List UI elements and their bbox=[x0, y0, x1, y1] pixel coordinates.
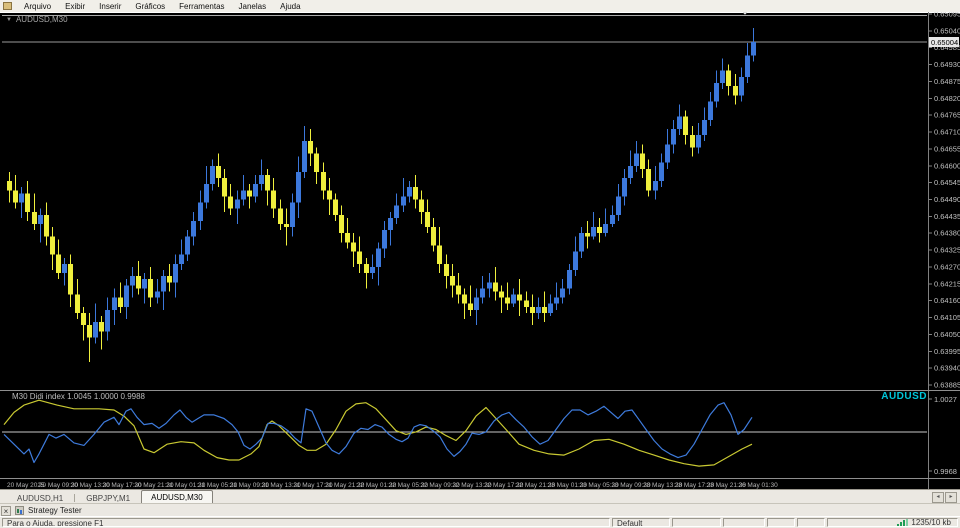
status-profile[interactable]: Default bbox=[612, 518, 670, 527]
svg-text:0.64490: 0.64490 bbox=[934, 195, 960, 204]
svg-text:0.64105: 0.64105 bbox=[934, 313, 960, 322]
svg-text:0.64435: 0.64435 bbox=[934, 212, 960, 221]
chart-canvas[interactable]: 0.65095 0.65040 0.64985 0.64930 0.64875 0.648… bbox=[0, 12, 960, 490]
svg-text:22 May 01:30: 22 May 01:30 bbox=[357, 482, 397, 489]
strategy-tester-icon bbox=[15, 506, 24, 515]
tab-scroll-buttons: ◂ ▸ bbox=[932, 491, 960, 504]
svg-text:21 May 17:30: 21 May 17:30 bbox=[293, 482, 333, 489]
svg-text:20 May 09:30: 20 May 09:30 bbox=[39, 482, 79, 489]
svg-text:0.64160: 0.64160 bbox=[934, 296, 960, 305]
tab-gbpjpy-m1[interactable]: GBPJPY,M1 bbox=[86, 494, 131, 503]
tab-audusd-m30[interactable]: AUDUSD,M30 bbox=[141, 490, 213, 504]
svg-text:23 May 05:30: 23 May 05:30 bbox=[579, 482, 619, 489]
status-traffic: 1235/10 kb bbox=[827, 518, 958, 527]
status-segment bbox=[723, 518, 765, 527]
menu-item-inserir[interactable]: Inserir bbox=[99, 1, 122, 11]
svg-text:0.64545: 0.64545 bbox=[934, 178, 960, 187]
svg-text:0.65040: 0.65040 bbox=[934, 26, 960, 35]
bid-price-box bbox=[929, 36, 959, 47]
svg-text:0.64325: 0.64325 bbox=[934, 246, 960, 255]
svg-text:22 May 13:30: 22 May 13:30 bbox=[452, 482, 492, 489]
status-bar: Para o Ajuda, pressione F1 Default 1235/… bbox=[0, 516, 960, 528]
status-segment bbox=[672, 518, 721, 527]
svg-text:0.64600: 0.64600 bbox=[934, 161, 960, 170]
chart-title: ▼ AUDUSD,M30 bbox=[6, 15, 68, 24]
svg-text:0.64930: 0.64930 bbox=[934, 60, 960, 69]
svg-text:0.65095: 0.65095 bbox=[934, 12, 960, 19]
status-segment bbox=[797, 518, 825, 527]
svg-text:0.63995: 0.63995 bbox=[934, 347, 960, 356]
chart-window: 0.65095 0.65040 0.64985 0.64930 0.64875 0.648… bbox=[0, 12, 960, 490]
svg-text:22 May 17:30: 22 May 17:30 bbox=[484, 482, 524, 489]
svg-text:23 May 17:30: 23 May 17:30 bbox=[675, 482, 715, 489]
price-axis: 0.65095 0.65040 0.64985 0.64930 0.64875 0.648… bbox=[928, 12, 960, 390]
svg-text:0.65004: 0.65004 bbox=[931, 38, 958, 47]
svg-text:22 May 09:30: 22 May 09:30 bbox=[420, 482, 460, 489]
menu-item-janelas[interactable]: Janelas bbox=[238, 1, 267, 11]
svg-text:22 May 05:30: 22 May 05:30 bbox=[389, 482, 429, 489]
tab-scroll-right-icon[interactable]: ▸ bbox=[945, 492, 957, 503]
svg-text:23 May 21:30: 23 May 21:30 bbox=[707, 482, 747, 489]
candlestick-series bbox=[7, 27, 756, 363]
app-icon[interactable] bbox=[3, 2, 12, 10]
svg-text:21 May 21:30: 21 May 21:30 bbox=[325, 482, 365, 489]
svg-text:21 May 05:30: 21 May 05:30 bbox=[198, 482, 238, 489]
svg-text:0.64710: 0.64710 bbox=[934, 128, 960, 137]
svg-text:22 May 21:30: 22 May 21:30 bbox=[516, 482, 556, 489]
svg-text:21 May 01:30: 21 May 01:30 bbox=[166, 482, 206, 489]
svg-text:0.63940: 0.63940 bbox=[934, 364, 960, 373]
status-segment bbox=[767, 518, 795, 527]
svg-text:0.64215: 0.64215 bbox=[934, 279, 960, 288]
strategy-tester-strip: × Strategy Tester bbox=[0, 503, 960, 517]
status-help-text: Para o Ajuda, pressione F1 bbox=[2, 518, 610, 527]
svg-text:21 May 13:30: 21 May 13:30 bbox=[261, 482, 301, 489]
chevron-down-icon[interactable]: ▼ bbox=[6, 16, 12, 23]
svg-text:23 May 01:30: 23 May 01:30 bbox=[548, 482, 588, 489]
svg-text:26 May 01:30: 26 May 01:30 bbox=[738, 482, 778, 489]
svg-text:0.64270: 0.64270 bbox=[934, 262, 960, 271]
svg-text:20 May 17:30: 20 May 17:30 bbox=[102, 482, 142, 489]
svg-text:0.64380: 0.64380 bbox=[934, 229, 960, 238]
svg-text:20 May 2025: 20 May 2025 bbox=[7, 482, 45, 489]
close-icon[interactable]: × bbox=[1, 505, 11, 516]
tab-separator bbox=[74, 494, 76, 502]
svg-text:0.64985: 0.64985 bbox=[934, 43, 960, 52]
svg-text:23 May 09:30: 23 May 09:30 bbox=[611, 482, 651, 489]
menu-item-exibir[interactable]: Exibir bbox=[65, 1, 86, 11]
svg-text:23 May 13:30: 23 May 13:30 bbox=[643, 482, 683, 489]
tab-scroll-left-icon[interactable]: ◂ bbox=[932, 492, 944, 503]
symbol-watermark: AUDUSD bbox=[881, 391, 927, 402]
svg-text:0.9968: 0.9968 bbox=[934, 467, 957, 476]
svg-text:20 May 21:30: 20 May 21:30 bbox=[134, 482, 174, 489]
menu-item-arquivo[interactable]: Arquivo bbox=[24, 1, 52, 11]
svg-text:0.64655: 0.64655 bbox=[934, 144, 960, 153]
menu-item-ajuda[interactable]: Ajuda bbox=[280, 1, 301, 11]
svg-text:20 May 13:30: 20 May 13:30 bbox=[71, 482, 111, 489]
chart-tab-bar: AUDUSD,H1 GBPJPY,M1 AUDUSD,M30 ◂ ▸ bbox=[0, 489, 960, 504]
svg-text:0.64050: 0.64050 bbox=[934, 330, 960, 339]
strategy-tester-label[interactable]: Strategy Tester bbox=[28, 506, 82, 515]
svg-text:0.64765: 0.64765 bbox=[934, 111, 960, 120]
svg-text:1.0027: 1.0027 bbox=[934, 395, 957, 404]
svg-text:0.64820: 0.64820 bbox=[934, 94, 960, 103]
svg-text:0.64875: 0.64875 bbox=[934, 77, 960, 86]
menu-bar: Arquivo Exibir Inserir Gráficos Ferramentas J… bbox=[0, 0, 960, 13]
didi-fast-blue-line bbox=[3, 402, 753, 464]
status-traffic-text: 1235/10 kb bbox=[911, 518, 951, 527]
didi-slow-yellow-line bbox=[3, 399, 753, 467]
connection-bars-icon bbox=[897, 519, 909, 526]
arrow-marker-icon bbox=[742, 12, 748, 15]
menu-item-grficos[interactable]: Gráficos bbox=[135, 1, 166, 11]
chart-symbol-timeframe: AUDUSD,M30 bbox=[15, 15, 68, 24]
indicator-name-label: M30 Didi index 1.0045 1.0000 0.9988 bbox=[12, 392, 145, 401]
svg-text:21 May 09:30: 21 May 09:30 bbox=[230, 482, 270, 489]
svg-text:0.63885: 0.63885 bbox=[934, 381, 960, 390]
tab-audusd-h1[interactable]: AUDUSD,H1 bbox=[17, 494, 64, 503]
menu-item-ferramentas[interactable]: Ferramentas bbox=[179, 1, 225, 11]
